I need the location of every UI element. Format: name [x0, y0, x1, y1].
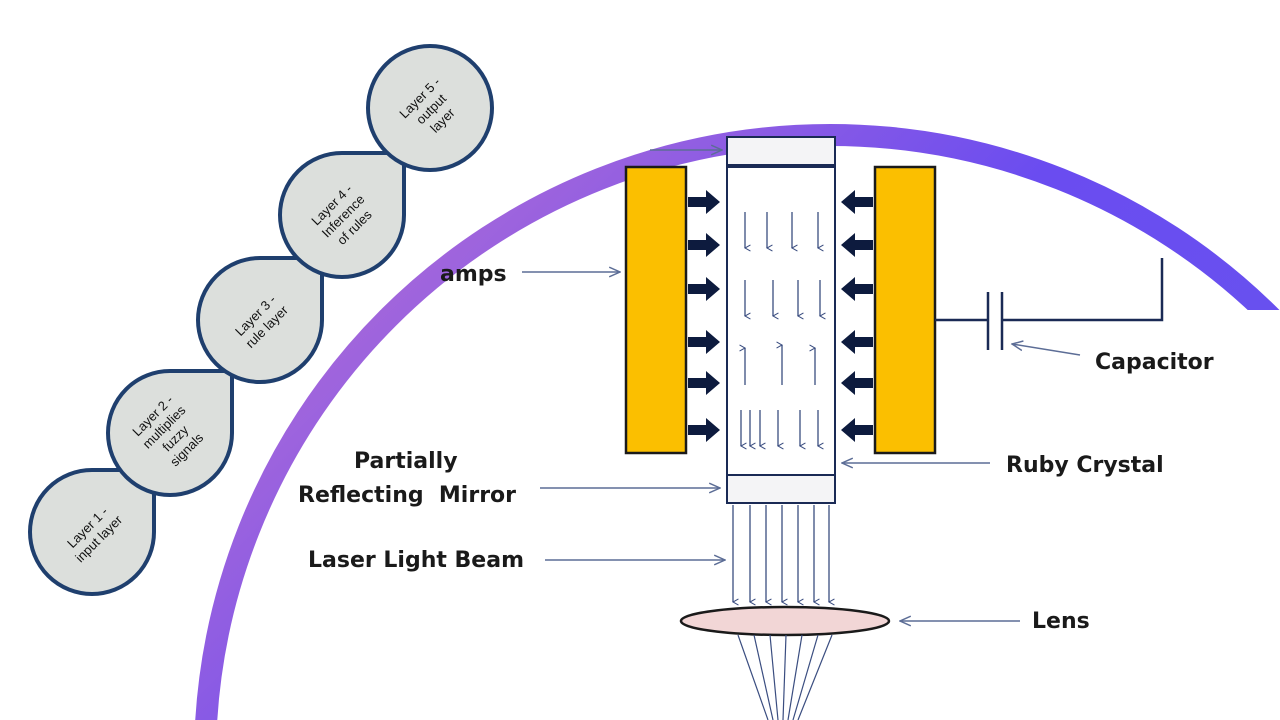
layer-bubble-1: Layer 1 - input layer — [28, 468, 156, 596]
lens-label: Lens — [1032, 609, 1090, 634]
laser-beam — [733, 505, 829, 602]
arc-mask — [1222, 310, 1280, 720]
lamps-label: amps — [440, 262, 507, 287]
layer-bubble-3: Layer 3 - rule layer — [196, 256, 324, 384]
photon-arrows — [741, 212, 820, 446]
mirror-label-line2: Reflecting Mirror — [298, 483, 516, 508]
mirror-label-line1: Partially — [354, 449, 458, 474]
flash-lamp-left — [624, 165, 688, 455]
flash-lamp-right — [873, 165, 937, 455]
ruby-crystal-label: Ruby Crystal — [1006, 453, 1164, 478]
capacitor-circuit — [935, 258, 1164, 350]
lens — [679, 605, 891, 637]
light-arrows-right — [841, 190, 873, 442]
full-mirror — [726, 136, 836, 166]
capacitor-label: Capacitor — [1095, 350, 1214, 375]
focused-beam — [737, 634, 833, 720]
ruby-laser-diagram: amps Capacitor Ruby Crystal Partially Re… — [298, 136, 1214, 720]
label-pointers — [522, 272, 1081, 621]
layer-bubble-4: Layer 4 - Inference of rules — [278, 151, 406, 279]
ruby-crystal — [726, 166, 836, 476]
layer-bubble-2: Layer 2 - multiplies fuzzy signals — [106, 369, 234, 497]
layer-bubbles: Layer 1 - input layer Layer 2 - multipli… — [28, 44, 494, 596]
light-arrows-left — [688, 190, 720, 442]
partial-mirror — [726, 474, 836, 504]
layer-bubble-5: Layer 5 - output layer — [366, 44, 494, 172]
laser-beam-label: Laser Light Beam — [308, 548, 524, 573]
